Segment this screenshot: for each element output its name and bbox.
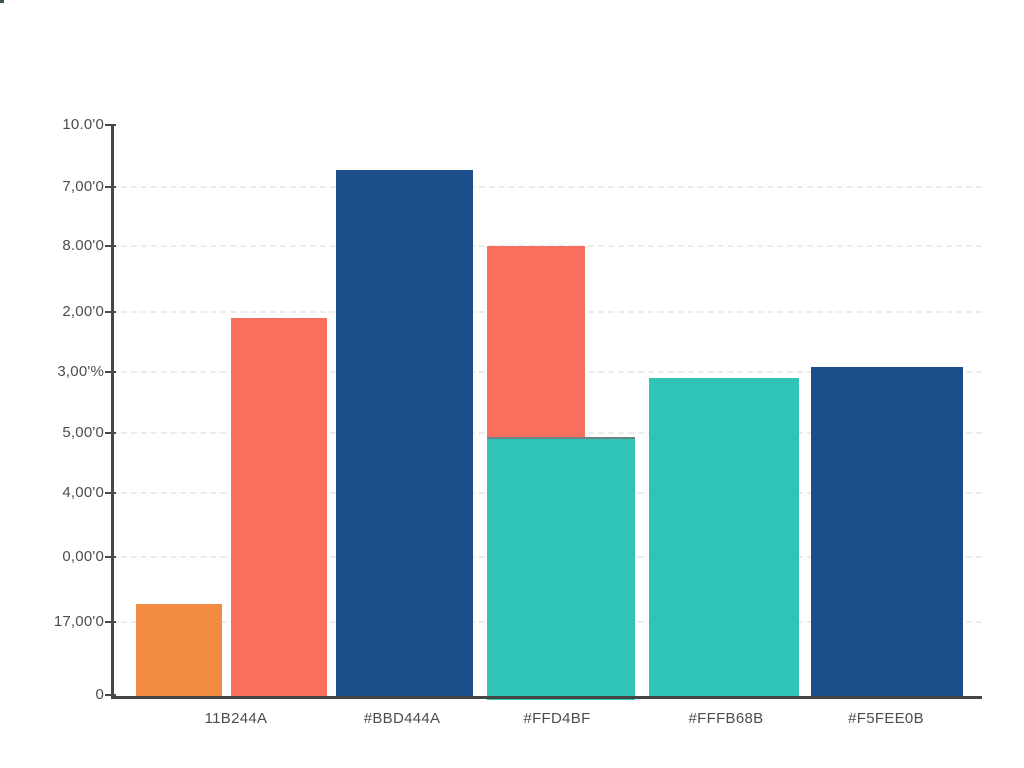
y-axis-tick-label: 10.0'0 [62,116,104,133]
y-axis-tick [105,694,116,696]
x-axis-line [111,696,982,699]
y-axis-tick [105,556,116,558]
image-artifact-speck [0,0,4,3]
bar-4-coral [487,246,585,437]
bar-2-coral [231,318,327,698]
y-axis-tick [105,621,116,623]
bar-4-teal-overlap [487,437,635,700]
y-axis-tick [105,124,116,126]
gridline [111,186,982,188]
y-axis-line [111,124,114,699]
y-axis-tick [105,186,116,188]
x-axis-category-label: #BBD444A [363,710,441,727]
bar-1-orange [136,604,222,698]
y-axis-tick-label: 17,00'0 [53,613,104,630]
y-axis-tick [105,492,116,494]
bar-6-blue [811,367,963,698]
y-axis-tick-label: 3,00'% [57,363,104,380]
y-axis-tick-label: 8.00'0 [62,237,104,254]
bar-5-teal [649,378,799,698]
x-axis-category-label: 11B244A [204,710,268,727]
y-axis-tick [105,311,116,313]
bar-3-blue [336,170,473,698]
y-axis-tick [105,432,116,434]
y-axis-tick-label: 0 [95,686,104,703]
y-axis-tick-label: 0,00'0 [62,548,104,565]
y-axis-tick-label: 2,00'0 [62,303,104,320]
x-axis-category-label: #FFFB68B [688,710,764,727]
y-axis-tick [105,371,116,373]
x-axis-category-label: #F5FEE0B [848,710,924,727]
y-axis-tick [105,245,116,247]
y-axis-tick-label: 7,00'0 [62,178,104,195]
y-axis-tick-label: 5,00'0 [62,424,104,441]
x-axis-category-label: #FFD4BF [523,710,591,727]
y-axis-tick-label: 4,00'0 [62,484,104,501]
